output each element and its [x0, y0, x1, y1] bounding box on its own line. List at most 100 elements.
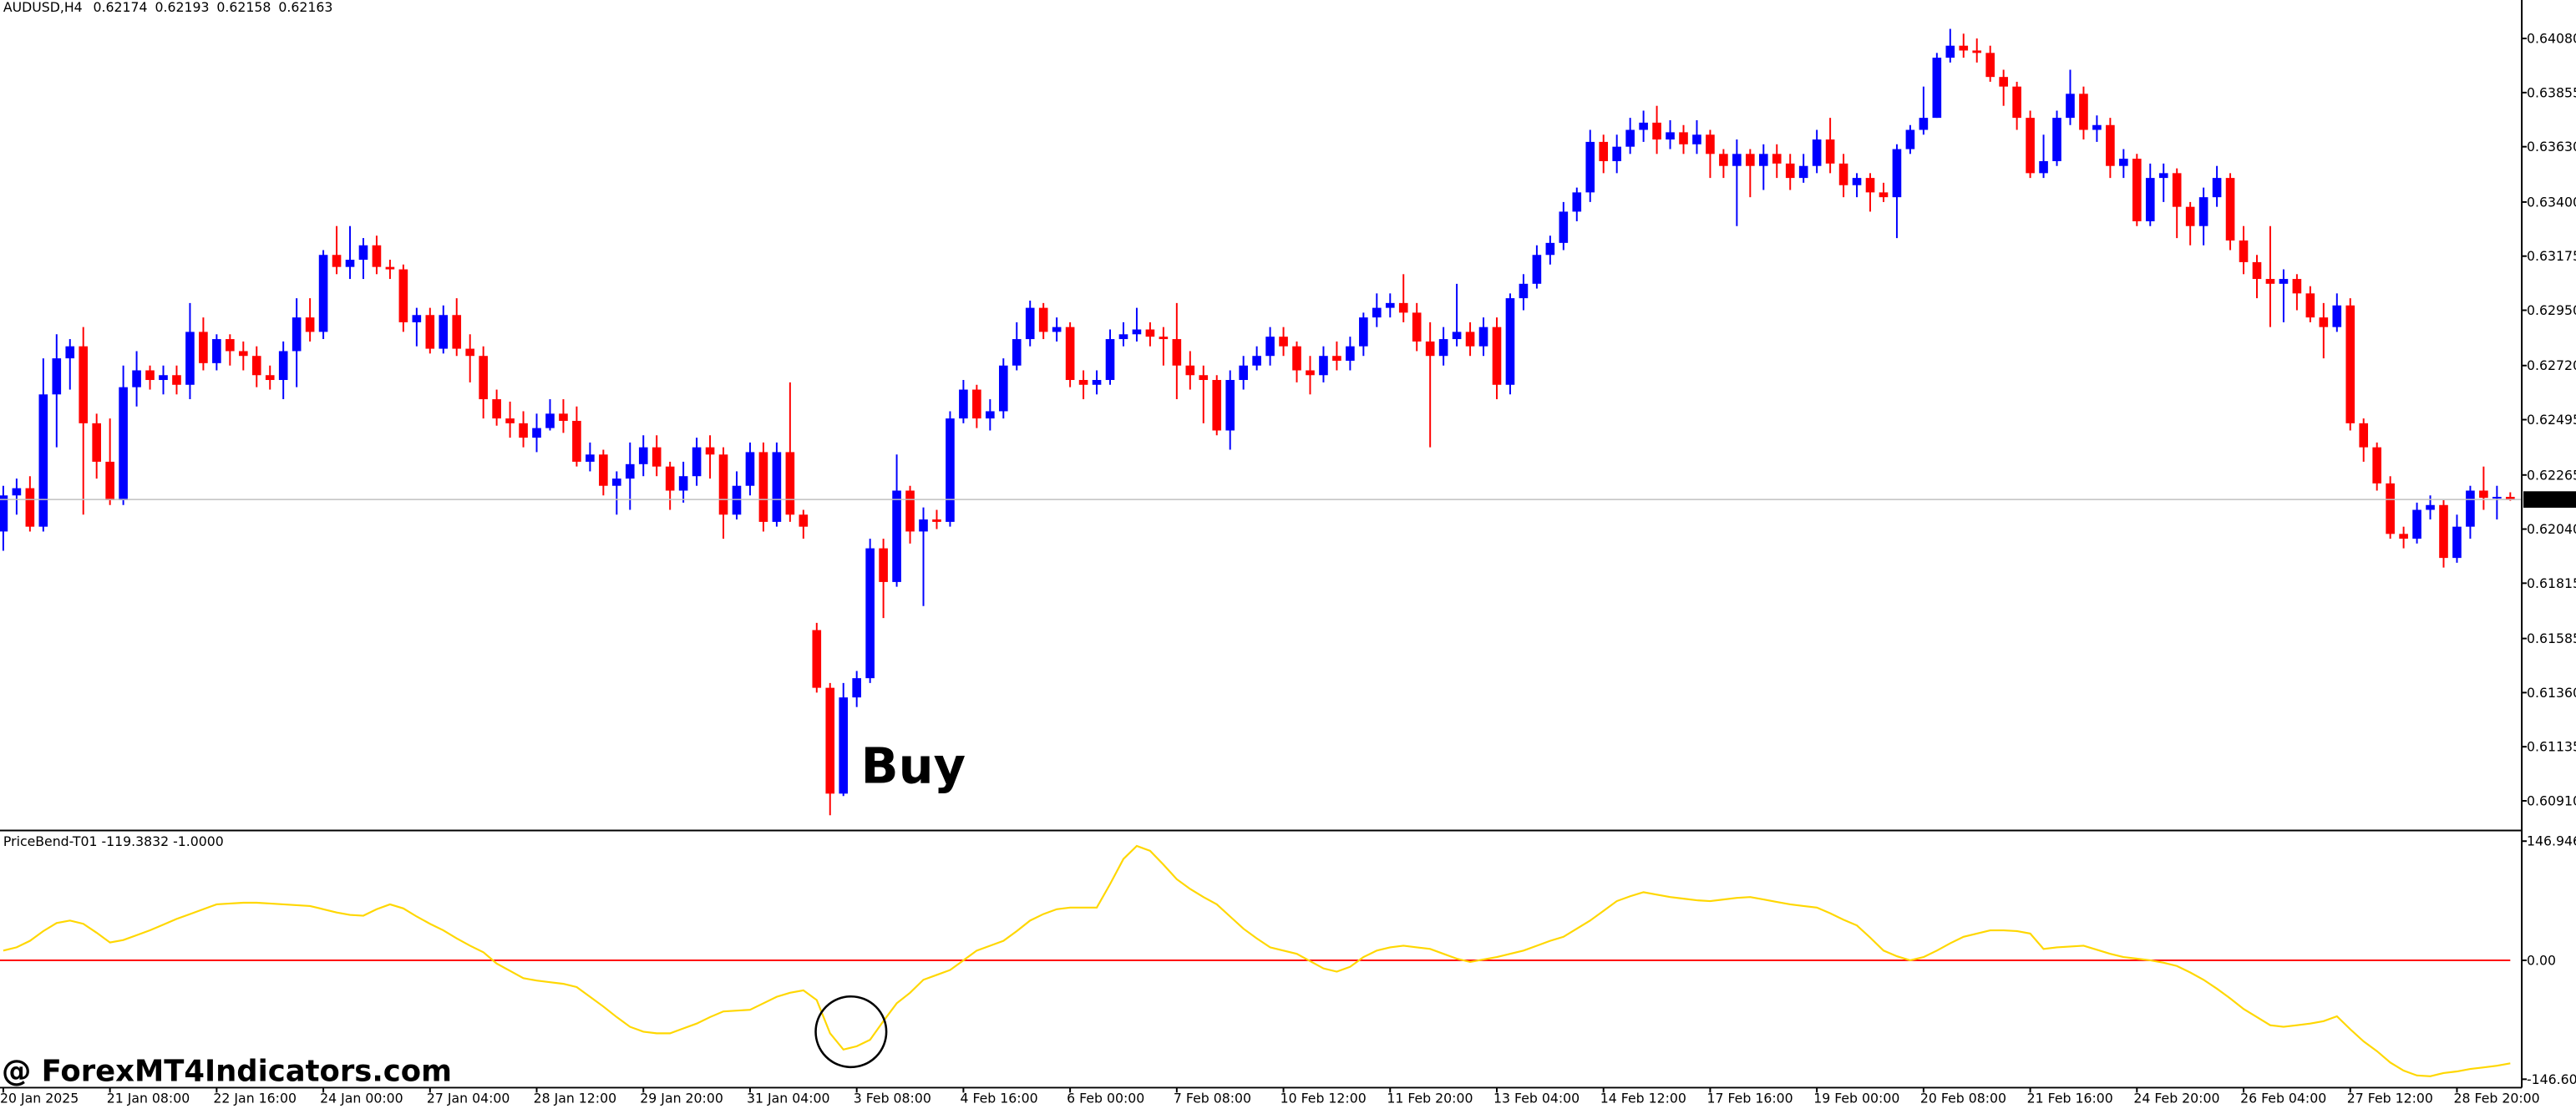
candle-body — [1838, 163, 1848, 185]
candle-body — [79, 346, 89, 423]
x-tick-label: 27 Feb 12:00 — [2347, 1091, 2433, 1106]
candle-body — [1559, 211, 1569, 243]
candle-body — [665, 466, 675, 491]
x-tick-label: 22 Jan 16:00 — [213, 1091, 297, 1106]
candle-body — [1492, 327, 1502, 385]
candle-body — [678, 476, 688, 491]
current-price-label: 0.62163 — [2527, 492, 2576, 508]
candle-body — [1758, 154, 1768, 166]
current-price-tag — [2523, 491, 2576, 508]
candle-body — [799, 514, 809, 527]
candle-body — [1212, 380, 1222, 431]
y-tick-label: 0.62040 — [2527, 521, 2576, 537]
candle-body — [919, 519, 928, 532]
candle-body — [1012, 339, 1022, 366]
candle-body — [1412, 312, 1422, 342]
candle-body — [1359, 317, 1368, 347]
x-tick-label: 13 Feb 04:00 — [1493, 1091, 1580, 1106]
x-tick-label: 17 Feb 16:00 — [1707, 1091, 1793, 1106]
header-open: 0.62174 — [94, 0, 148, 14]
x-tick-label: 4 Feb 16:00 — [960, 1091, 1037, 1106]
x-tick-label: 14 Feb 12:00 — [1600, 1091, 1686, 1106]
candle-body — [545, 413, 555, 428]
x-tick-label: 20 Jan 2025 — [0, 1091, 79, 1106]
candle-body — [1346, 346, 1355, 361]
candle-body — [879, 548, 888, 582]
candle-body — [1159, 337, 1169, 340]
candle-body — [1078, 380, 1088, 385]
candle-body — [2452, 526, 2462, 559]
candle-body — [959, 389, 968, 419]
candle-body — [2066, 94, 2075, 119]
candle-body — [812, 630, 822, 688]
candle-body — [2052, 118, 2061, 161]
candle-body — [358, 245, 368, 261]
candle-body — [1692, 134, 1701, 144]
candle-body — [1438, 339, 1448, 357]
candle-body — [2106, 124, 2115, 166]
candle-body — [825, 687, 835, 794]
candle-body — [1732, 154, 1742, 166]
candle-body — [2386, 483, 2395, 534]
candle-body — [586, 454, 595, 462]
candle-body — [1239, 365, 1248, 381]
candle-body — [986, 411, 995, 419]
candle-body — [1798, 165, 1808, 179]
x-tick-label: 11 Feb 20:00 — [1387, 1091, 1473, 1106]
candle-body — [1985, 53, 1995, 78]
candle-body — [599, 454, 608, 486]
candle-body — [345, 260, 355, 267]
candle-body — [1105, 339, 1115, 381]
chart-header: AUDUSD,H4 0.62174 0.62193 0.62158 0.6216… — [3, 0, 332, 14]
candle-body — [492, 399, 501, 419]
x-tick-label: 19 Feb 00:00 — [1813, 1091, 1899, 1106]
candle-body — [1319, 356, 1328, 376]
y-tick-label: 146.9463 — [2527, 833, 2576, 849]
candle-body — [172, 375, 181, 385]
candle-body — [1879, 192, 1889, 198]
y-tick-label: -146.6076 — [2527, 1071, 2576, 1087]
y-tick-label: 0.62265 — [2527, 467, 2576, 483]
candle-body — [732, 485, 742, 515]
y-tick-label: 0.61815 — [2527, 575, 2576, 591]
candle-body — [2399, 534, 2408, 539]
candle-body — [1065, 327, 1075, 381]
candle-body — [1372, 307, 1382, 318]
candle-body — [2305, 293, 2315, 318]
candle-body — [439, 315, 449, 349]
candle-body — [2119, 159, 2128, 166]
candle-body — [572, 420, 581, 462]
y-tick-label: 0.62720 — [2527, 357, 2576, 373]
candle-body — [1852, 178, 1862, 185]
x-tick-label: 31 Jan 04:00 — [747, 1091, 830, 1106]
candle-body — [1785, 163, 1795, 179]
candle-body — [1892, 149, 1902, 198]
candle-body — [2225, 178, 2235, 241]
candle-body — [1679, 132, 1688, 144]
candle-body — [332, 255, 342, 267]
candle-body — [2279, 279, 2289, 284]
candle-body — [292, 317, 302, 352]
candle-body — [2198, 197, 2208, 226]
candle-body — [185, 332, 195, 385]
candle-body — [1025, 307, 1035, 340]
candle-body — [159, 375, 168, 381]
x-tick-label: 28 Jan 12:00 — [534, 1091, 617, 1106]
header-close: 0.62163 — [278, 0, 332, 14]
candle-body — [2372, 447, 2381, 484]
candle-body — [2292, 279, 2302, 294]
candle-body — [199, 332, 208, 363]
candle-body — [1825, 139, 1835, 164]
candle-body — [532, 428, 541, 438]
candle-body — [1545, 242, 1555, 256]
candle-body — [1505, 298, 1515, 385]
candle-body — [412, 315, 422, 322]
candle-body — [1612, 146, 1621, 161]
candle-body — [92, 423, 101, 462]
candle-body — [1519, 283, 1529, 299]
candle-body — [1919, 118, 1929, 130]
candle-body — [105, 461, 114, 501]
header-high: 0.62193 — [155, 0, 209, 14]
candle-body — [1145, 329, 1155, 337]
